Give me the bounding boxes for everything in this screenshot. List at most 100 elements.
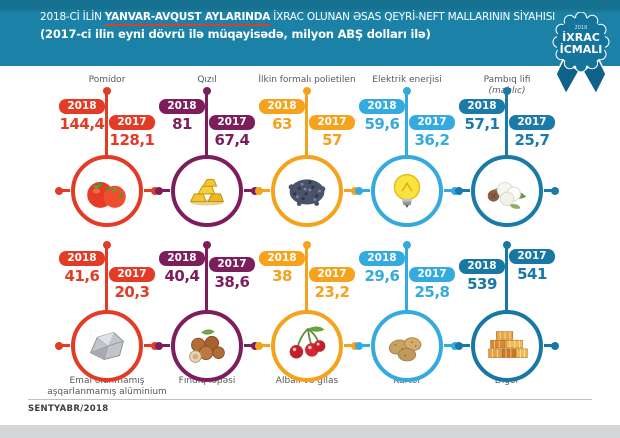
year-current-column: 2018 29,6 (359, 251, 405, 285)
connector-stem (205, 245, 208, 311)
year-current-pill: 2018 (59, 251, 105, 266)
connector-stem (305, 245, 308, 311)
year-current-value: 57,1 (464, 115, 500, 133)
connector-line-right (544, 189, 554, 192)
connector-line-right (444, 189, 454, 192)
infographic-title: 2018-Cİ İLİN YANVAR-AVQUST AYLARINDA İXRAC… (40, 10, 556, 26)
light-bulb-icon (393, 173, 421, 208)
hazelnut-icon (189, 329, 225, 363)
year-previous-column: 2017 20,3 (109, 267, 155, 301)
product-ring (71, 155, 143, 227)
connector-line-left (360, 189, 370, 192)
connector-dot-left (255, 342, 263, 350)
badge-line2: İCMALI (560, 42, 603, 56)
connector-line-left (160, 189, 170, 192)
badge-line1: İXRAC (562, 30, 600, 44)
connector-dot-right (551, 342, 559, 350)
export-item: Kartof 2018 29,6 2017 25,8 (355, 240, 459, 400)
year-previous-value: 25,8 (414, 283, 450, 301)
connector-stem (405, 91, 408, 157)
year-current-pill: 2018 (459, 259, 505, 274)
product-ring (271, 155, 343, 227)
year-previous-value: 57 (322, 131, 342, 149)
connector-dot-left (155, 342, 163, 350)
container-icon (488, 331, 528, 358)
connector-line-right (144, 344, 154, 347)
connector-stem (405, 245, 408, 311)
year-previous-value: 36,2 (414, 131, 450, 149)
item-label-line2: aşqarlanmamış alüminium (47, 386, 167, 397)
connector-line-left (360, 344, 370, 347)
year-previous-pill: 2017 (209, 257, 255, 272)
year-current-pill: 2018 (59, 99, 105, 114)
export-item: Albalı və gilas 2018 38 2017 23,2 (255, 240, 359, 400)
year-previous-pill: 2017 (309, 115, 355, 130)
year-current-column: 2018 57,1 (459, 99, 505, 133)
year-previous-column: 2017 57 (309, 115, 355, 149)
year-previous-column: 2017 23,2 (309, 267, 355, 301)
connector-dot-right (551, 187, 559, 195)
year-current-value: 81 (172, 115, 192, 133)
polyethylene-icon (288, 179, 326, 206)
year-previous-value: 20,3 (114, 283, 150, 301)
year-current-column: 2018 59,6 (359, 99, 405, 133)
connector-line-right (244, 189, 254, 192)
year-current-value: 29,6 (364, 267, 400, 285)
year-previous-column: 2017 67,4 (209, 115, 255, 149)
product-ring (71, 310, 143, 382)
year-previous-pill: 2017 (209, 115, 255, 130)
year-current-column: 2018 144,4 (59, 99, 105, 133)
year-previous-pill: 2017 (409, 115, 455, 130)
year-previous-value: 23,2 (314, 283, 350, 301)
cherry-icon (289, 326, 326, 359)
ribbon-tails (555, 58, 607, 96)
product-ring (271, 310, 343, 382)
year-previous-value: 128,1 (109, 131, 155, 149)
connector-stem (505, 245, 508, 311)
connector-dot-left (55, 342, 63, 350)
export-item: Fındıq ləpəsi 2018 40,4 2017 38,6 (155, 240, 259, 400)
tomato-icon (87, 181, 126, 208)
year-current-pill: 2018 (159, 99, 205, 114)
product-ring (471, 310, 543, 382)
connector-stem (205, 91, 208, 157)
connector-line-left (460, 344, 470, 347)
export-item: Pambıq lifi (mahlıc) 2018 57,1 2017 25,7 (455, 75, 559, 237)
item-label-line1: Elektrik enerjisi (372, 75, 442, 85)
year-current-pill: 2018 (159, 251, 205, 266)
year-current-column: 2018 38 (259, 251, 305, 285)
export-item: Elektrik enerjisi 2018 59,6 2017 36,2 (355, 75, 459, 237)
year-previous-column: 2017 38,6 (209, 257, 255, 291)
product-ring (171, 155, 243, 227)
year-current-value: 40,4 (164, 267, 200, 285)
year-current-column: 2018 539 (459, 259, 505, 293)
connector-line-left (260, 344, 270, 347)
header-band: 2018-Cİ İLİN YANVAR-AVQUST AYLARINDA İXRAC… (0, 0, 620, 66)
year-current-pill: 2018 (459, 99, 505, 114)
connector-line-right (344, 344, 354, 347)
connector-dot-left (455, 187, 463, 195)
year-current-column: 2018 40,4 (159, 251, 205, 285)
year-current-value: 41,6 (64, 267, 100, 285)
product-ring (371, 155, 443, 227)
connector-line-left (460, 189, 470, 192)
item-label: Elektrik enerjisi (343, 75, 471, 86)
title-suffix: İXRAC OLUNAN ƏSAS QEYRİ-NEFT MALLARININ … (273, 11, 556, 23)
year-current-column: 2018 41,6 (59, 251, 105, 285)
year-previous-pill: 2017 (109, 115, 155, 130)
connector-stem (105, 245, 108, 311)
year-current-column: 2018 63 (259, 99, 305, 133)
product-ring (371, 310, 443, 382)
product-ring (471, 155, 543, 227)
items-row-bottom: Emal olunmamış aşqarlanmamış alüminium 2… (47, 240, 559, 400)
connector-dot-left (255, 187, 263, 195)
potato-icon (388, 337, 422, 362)
connector-stem (105, 91, 108, 157)
connector-line-left (260, 189, 270, 192)
year-previous-column: 2017 25,8 (409, 267, 455, 301)
year-previous-column: 2017 128,1 (109, 115, 155, 149)
export-item: Digər 2018 539 2017 541 (455, 240, 559, 400)
connector-dot-left (355, 342, 363, 350)
seal-circle (556, 17, 606, 67)
badge-year: 2018 (575, 25, 588, 31)
